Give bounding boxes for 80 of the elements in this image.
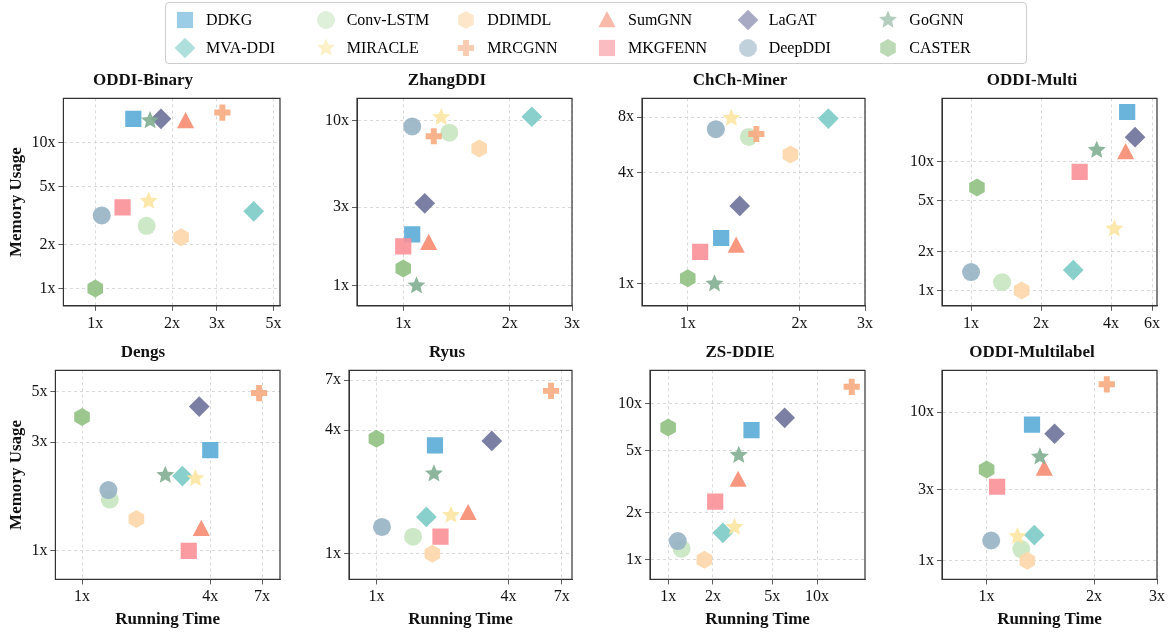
legend-label: SumGNN [628,11,693,29]
y-tick-label: 10x [910,151,934,169]
y-tick-label: 5x [31,381,48,399]
x-tick-label: 3x [857,313,873,331]
y-tick-label: 4x [325,420,341,438]
legend-label: MVA-DDI [206,39,276,57]
x-tick-label: 4x [500,587,517,605]
x-tick-label: 2x [164,313,181,331]
y-tick-label: 1x [918,551,934,569]
y-tick-label: 10x [910,402,934,420]
x-tick-label: 1x [368,587,385,605]
y-axis-title: Memory Usage [5,419,25,530]
legend-label: DDKG [206,11,253,29]
x-tick-label: 2x [501,313,518,331]
x-tick-label: 3x [208,313,225,331]
x-tick-label: 1x [660,587,677,605]
chart-title: ChCh-Miner [692,69,788,89]
y-tick-label: 5x [39,176,56,194]
y-tick-label: 1x [325,543,341,561]
x-tick-label: 1x [395,313,412,331]
x-tick-label: 1x [74,587,91,605]
chart-title: ZhangDDI [407,69,487,89]
x-axis-title: Running Time [997,609,1103,629]
x-tick-label: 2x [1033,313,1050,331]
legend-label: DDIMDL [487,11,552,29]
legend-label: MRCGNN [487,39,558,57]
chart-title: ODDI-Multilabel [969,341,1096,361]
legend-label: MIRACLE [346,39,419,57]
chart-title: ODDI-Multi [986,69,1078,89]
chart-title: Ryus [428,341,466,361]
y-tick-label: 10x [31,132,56,150]
y-tick-label: 4x [618,162,634,180]
x-tick-label: 1x [978,587,995,605]
chart-title: ZS-DDIE [705,341,775,361]
legend-label: LaGAT [768,11,817,29]
y-tick-label: 1x [39,278,56,296]
x-axis-title: Running Time [705,609,811,629]
x-axis-title: Running Time [115,609,221,629]
x-tick-label: 6x [1144,313,1161,331]
chart-title: Dengs [120,341,166,361]
legend-label: GoGNN [909,11,964,29]
x-tick-label: 1x [87,313,104,331]
y-tick-label: 1x [626,550,642,568]
x-axis-title: Running Time [408,609,514,629]
y-tick-label: 1x [31,541,48,559]
y-tick-label: 2x [626,503,642,521]
x-tick-label: 5x [764,587,781,605]
legend-label: CASTER [909,39,971,57]
y-axis-title: Memory Usage [5,146,25,258]
y-tick-label: 3x [333,197,349,215]
y-tick-label: 8x [618,107,634,125]
y-tick-label: 7x [325,370,341,388]
x-tick-label: 1x [963,313,980,331]
y-tick-label: 2x [918,241,934,259]
x-tick-label: 4x [202,587,219,605]
x-tick-label: 5x [265,313,282,331]
x-tick-label: 7x [553,587,570,605]
x-tick-label: 2x [1086,587,1103,605]
y-tick-label: 10x [618,393,642,411]
y-tick-label: 5x [918,190,934,208]
legend-label: Conv-LSTM [346,11,430,29]
x-tick-label: 1x [679,313,696,331]
x-tick-label: 2x [704,587,721,605]
y-tick-label: 3x [918,480,934,498]
y-tick-label: 3x [31,432,48,450]
x-tick-label: 3x [564,313,580,331]
legend-label: MKGFENN [628,39,708,57]
y-tick-label: 10x [325,111,349,129]
x-tick-label: 4x [1103,313,1120,331]
x-tick-label: 10x [805,587,830,605]
y-tick-label: 1x [333,275,349,293]
y-tick-label: 1x [618,274,634,291]
y-tick-label: 1x [918,280,934,298]
x-tick-label: 2x [791,313,808,331]
legend-label: DeepDDI [768,39,831,57]
y-tick-label: 5x [626,440,642,458]
x-tick-label: 3x [1149,587,1165,605]
y-tick-label: 2x [39,234,56,252]
chart-title: ODDI-Binary [92,69,194,89]
x-tick-label: 7x [254,587,271,605]
